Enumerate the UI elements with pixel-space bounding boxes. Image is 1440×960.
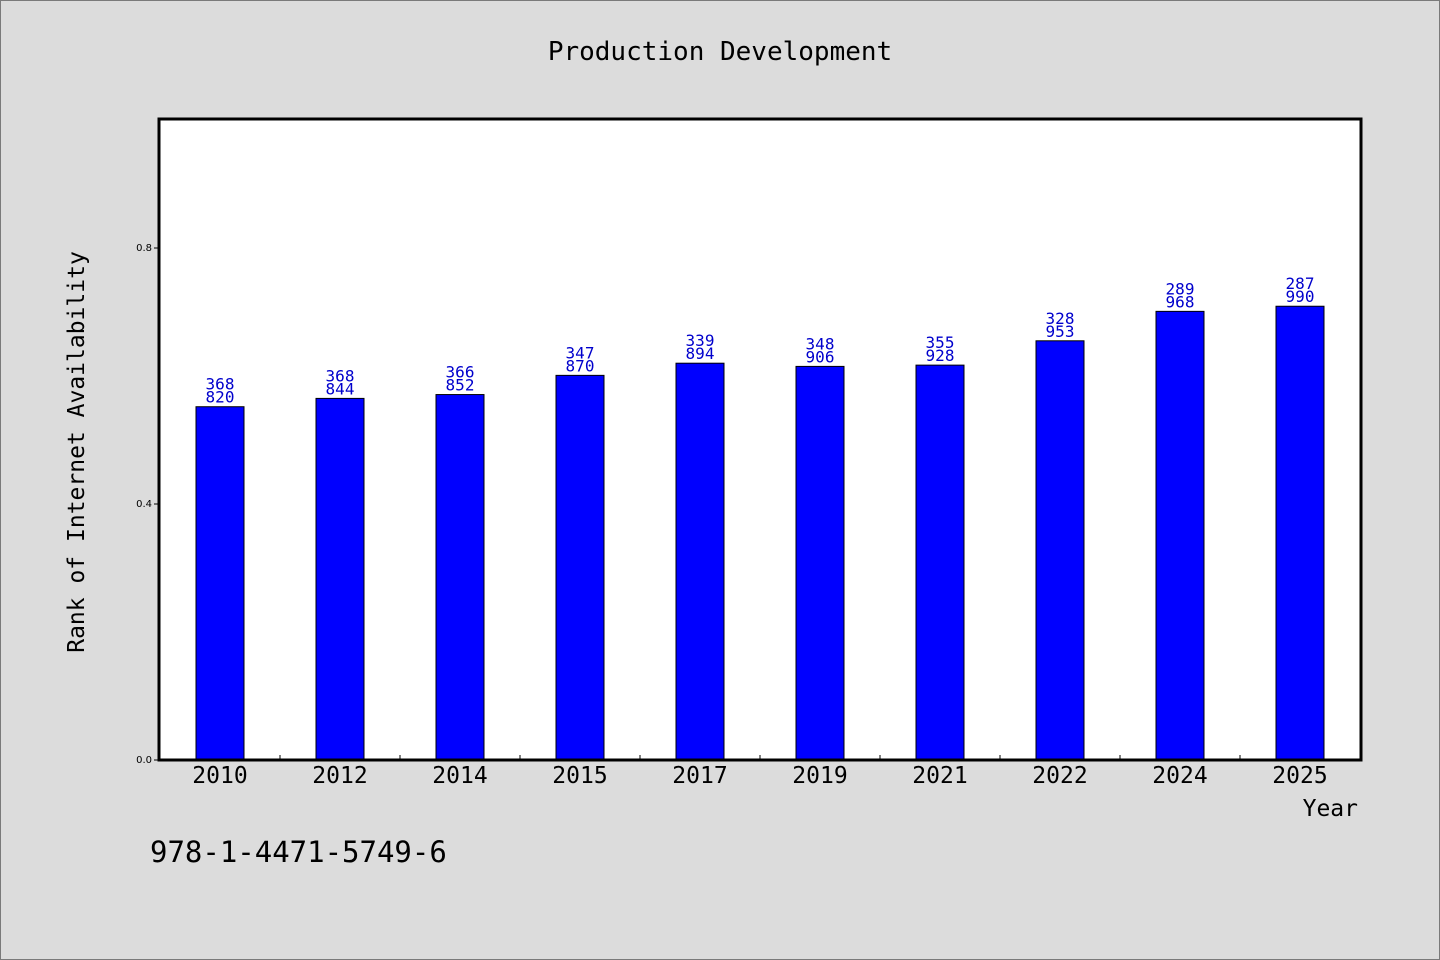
bar-2025 [1275, 305, 1325, 761]
x-tick-label-2025: 2025 [1272, 763, 1327, 789]
bar-2017 [675, 362, 725, 761]
chart-title: Production Development [548, 37, 892, 67]
data-label-2019-line2: 906 [806, 347, 835, 366]
bar-2019 [795, 365, 845, 761]
y-tick-label: 0.0 [136, 755, 152, 766]
y-axis-ticks: 0.0 0.4 0.8 [136, 243, 160, 766]
data-label-2010-line1: 368 [206, 375, 235, 394]
x-axis-label: Year [1303, 796, 1358, 822]
data-labels-group: 3688203688443668523478703398943489063559… [206, 274, 1315, 406]
data-label-2021-line1: 355 [926, 333, 955, 352]
x-tick-label-2021: 2021 [912, 763, 967, 789]
data-label-2014-line1: 366 [446, 363, 475, 382]
bar-2022 [1035, 340, 1085, 761]
x-tick-label-2012: 2012 [312, 763, 367, 789]
bar-2021 [915, 364, 965, 761]
data-label-2024-line2: 968 [1166, 292, 1195, 311]
data-label-2025-line1: 287 [1286, 274, 1315, 293]
data-label-2015-line2: 870 [566, 356, 595, 375]
data-label-2012-line1: 368 [326, 366, 355, 385]
x-axis-ticks: 2010 2012 2014 2015 2017 2019 2021 2022 2024 2025 [192, 755, 1328, 789]
data-label-2021-line2: 928 [926, 346, 955, 365]
data-label-2017-line1: 339 [686, 331, 715, 350]
data-label-2015-line1: 347 [566, 343, 595, 362]
x-tick-label-2017: 2017 [672, 763, 727, 789]
y-axis-label: Rank of Internet Availability [64, 251, 90, 653]
data-label-2017-line2: 894 [686, 344, 715, 363]
x-tick-label-2010: 2010 [192, 763, 247, 789]
bar-2014 [435, 394, 485, 761]
x-tick-label-2014: 2014 [432, 763, 487, 789]
x-tick-label-2022: 2022 [1032, 763, 1087, 789]
data-label-2010-line2: 820 [206, 388, 235, 407]
bar-2012 [315, 397, 365, 761]
x-tick-label-2024: 2024 [1152, 763, 1207, 789]
x-tick-label-2015: 2015 [552, 763, 607, 789]
data-label-2012-line2: 844 [326, 379, 355, 398]
bar-2010 [195, 406, 245, 761]
y-tick-label: 0.8 [136, 243, 152, 254]
data-label-2024-line1: 289 [1166, 279, 1195, 298]
data-label-2022-line2: 953 [1046, 322, 1075, 341]
data-label-2022-line1: 328 [1046, 309, 1075, 328]
isbn-footnote: 978-1-4471-5749-6 [150, 835, 447, 869]
bar-2015 [555, 374, 605, 761]
data-label-2014-line2: 852 [446, 376, 475, 395]
plot-border [157, 117, 1363, 762]
data-label-2019-line1: 348 [806, 334, 835, 353]
data-label-2025-line2: 990 [1286, 287, 1315, 306]
bars-group [195, 305, 1325, 761]
bar-2024 [1155, 310, 1205, 761]
y-tick-label: 0.4 [136, 499, 152, 510]
x-tick-label-2019: 2019 [792, 763, 847, 789]
